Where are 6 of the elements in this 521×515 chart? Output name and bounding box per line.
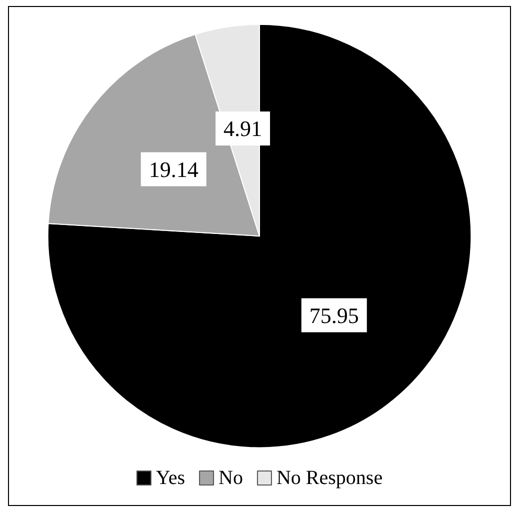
legend-label: Yes: [156, 467, 186, 489]
data-label: 19.14: [148, 156, 198, 182]
data-label: 75.95: [309, 302, 359, 328]
data-label: 4.91: [224, 116, 262, 142]
legend-label: No Response: [276, 467, 383, 489]
legend-label: No: [218, 467, 243, 489]
